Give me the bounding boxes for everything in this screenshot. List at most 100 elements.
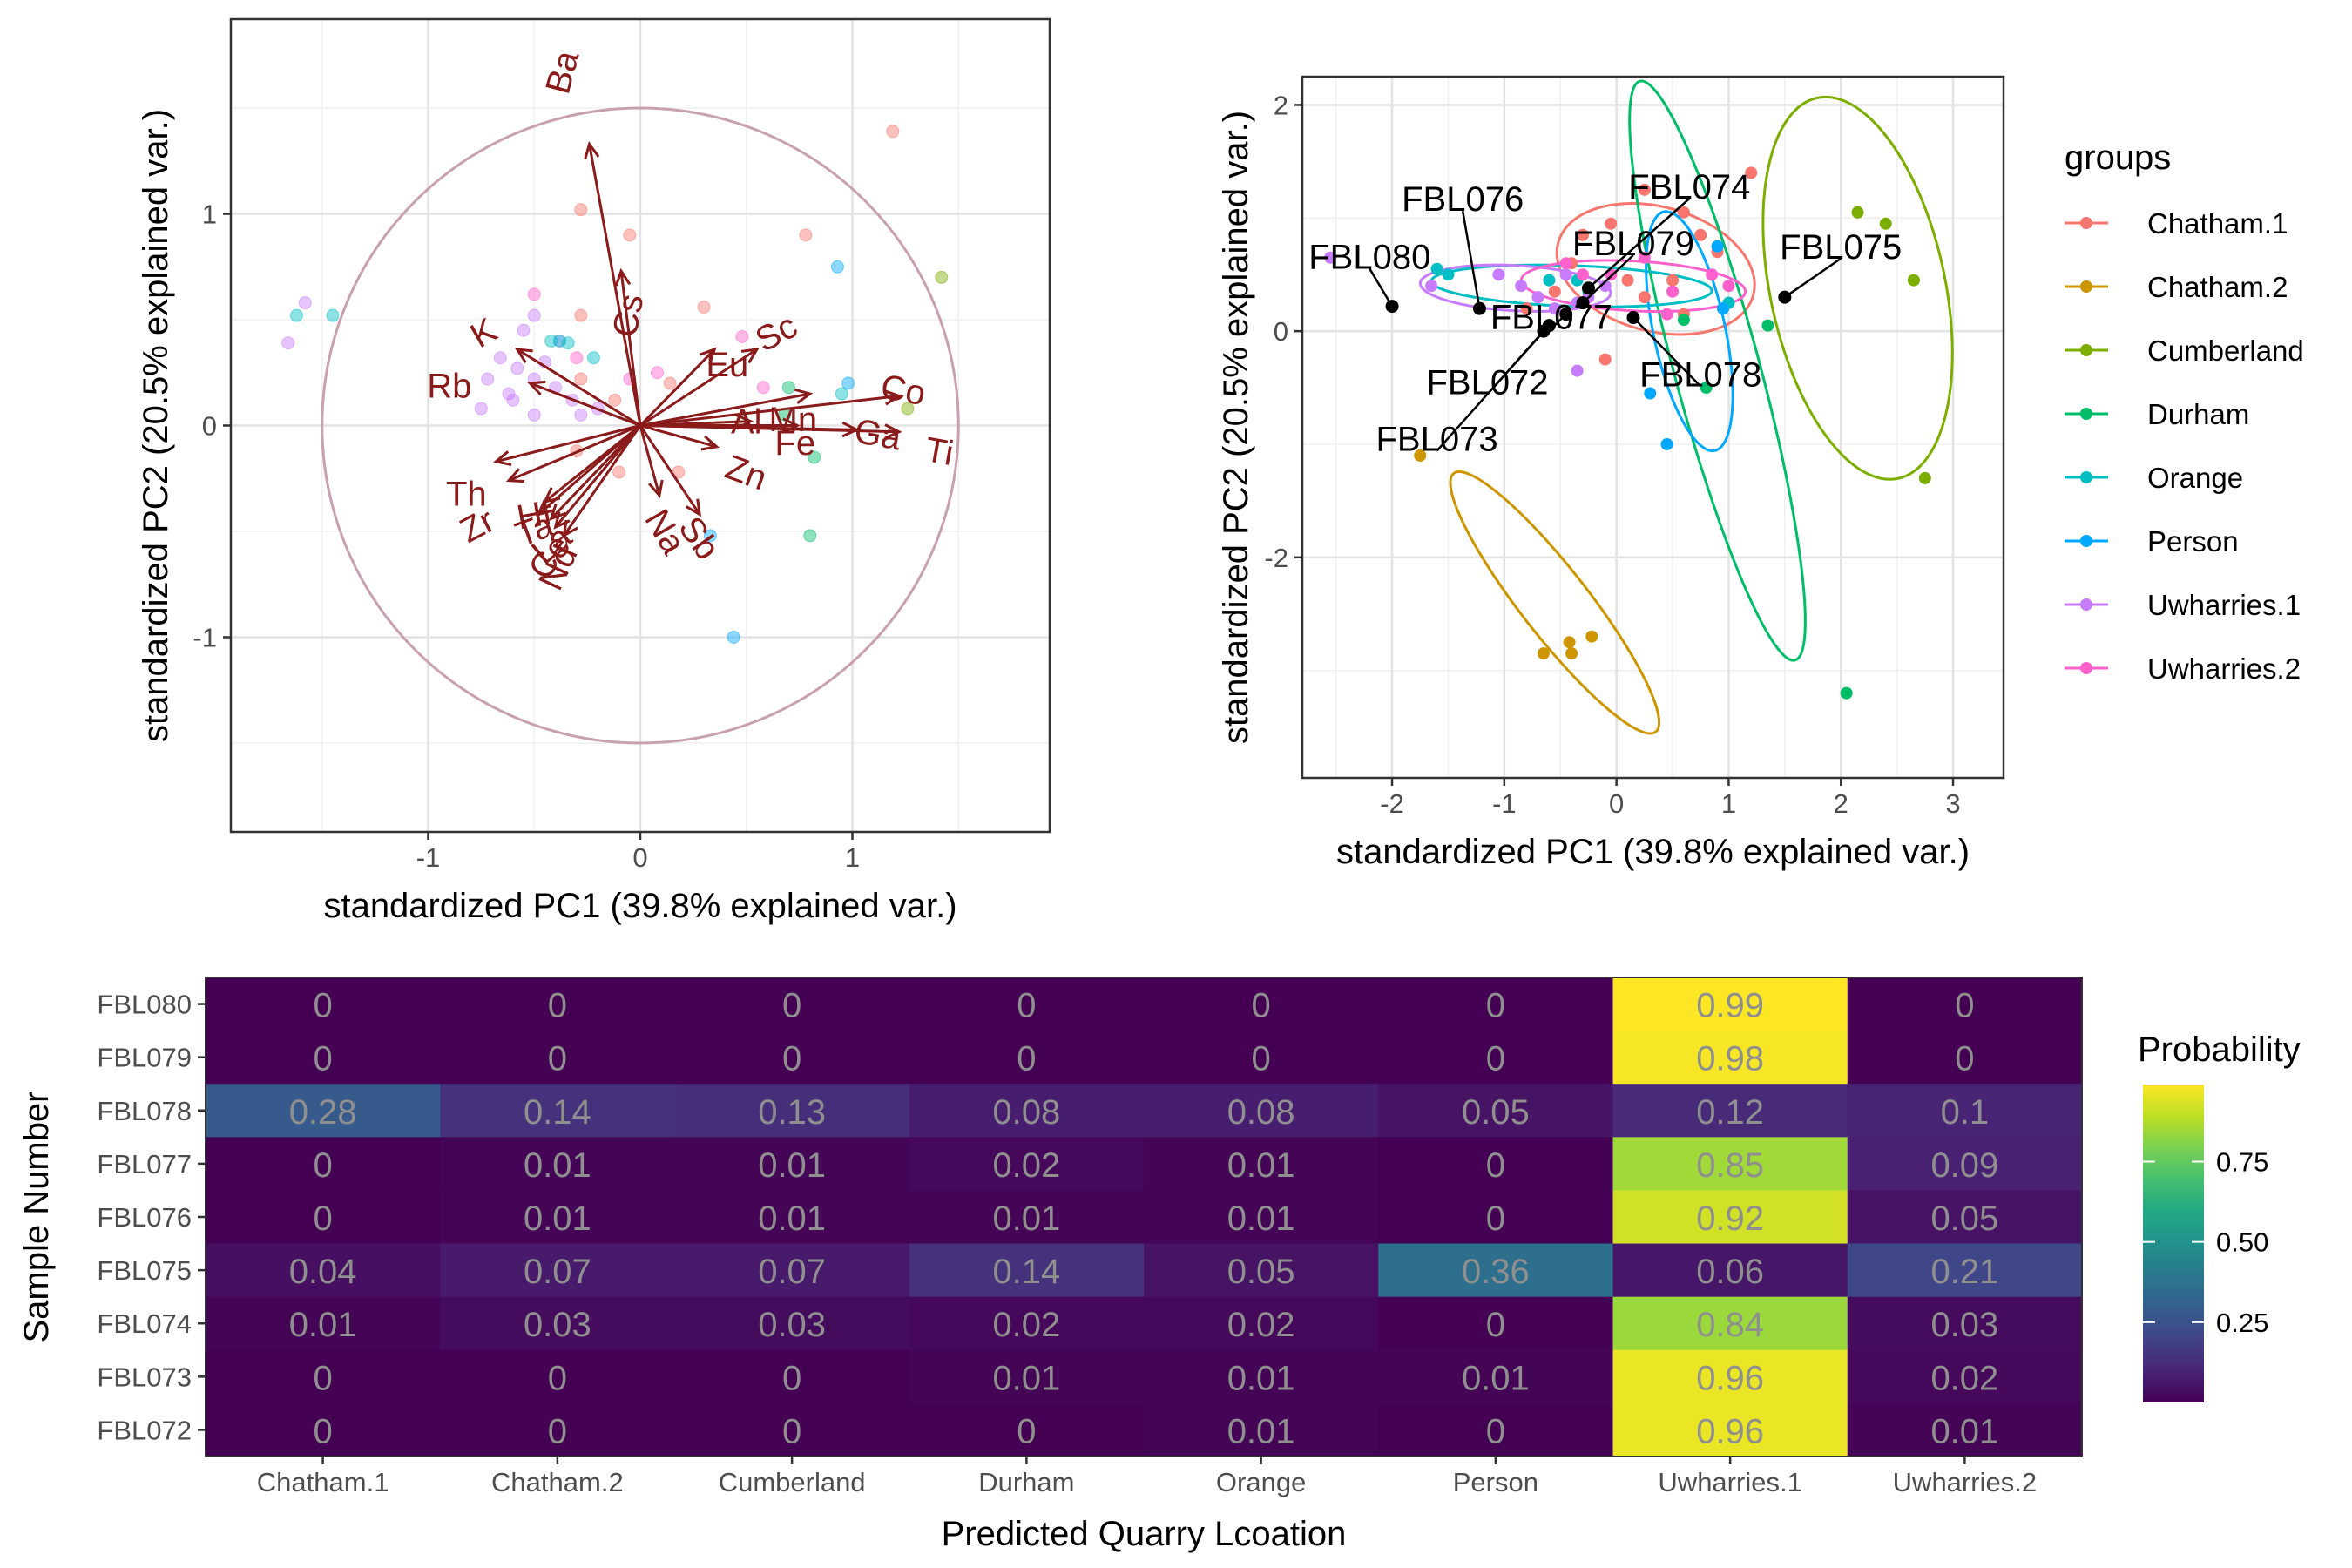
pca-x-tick-label: 0 bbox=[1609, 788, 1624, 819]
heatmap-cell bbox=[1378, 1137, 1613, 1191]
heatmap-cell-label: 0 bbox=[1252, 987, 1271, 1025]
loading-arrowhead bbox=[884, 423, 902, 440]
sample-label: FBL075 bbox=[1780, 228, 1902, 267]
group-point bbox=[1694, 228, 1707, 241]
loading-arrowhead bbox=[647, 479, 664, 499]
heatmap-cell-label: 0 bbox=[782, 1359, 801, 1397]
loading-arrowhead bbox=[505, 468, 525, 483]
group-point bbox=[1660, 437, 1673, 450]
heatmap-row-label: FBL076 bbox=[97, 1202, 192, 1233]
heatmap-cell-label: 0.05 bbox=[1462, 1093, 1530, 1132]
legend-key-point bbox=[2080, 344, 2092, 356]
heatmap-cell bbox=[1612, 1349, 1848, 1404]
heatmap-cell bbox=[674, 977, 910, 1031]
loading-arrowhead bbox=[536, 499, 554, 517]
biplot-point bbox=[326, 308, 340, 322]
heatmap-cell-label: 0.98 bbox=[1696, 1040, 1764, 1078]
biplot-point bbox=[586, 351, 600, 365]
pca-x-tick-label: -2 bbox=[1380, 788, 1404, 819]
group-point bbox=[1324, 251, 1337, 264]
heatmap-cell-label: 0 bbox=[1486, 1306, 1505, 1344]
group-ellipse bbox=[1449, 470, 1661, 735]
group-point bbox=[1492, 268, 1505, 281]
heatmap-cell bbox=[1144, 1296, 1379, 1351]
pca-x-tick-label: 2 bbox=[1834, 788, 1848, 819]
heatmap-cell-label: 0.07 bbox=[524, 1253, 591, 1291]
heatmap-cell bbox=[1144, 1243, 1379, 1298]
group-point bbox=[1918, 471, 1931, 484]
biplot-point bbox=[703, 529, 717, 543]
pca-x-tick-label: -1 bbox=[1492, 788, 1517, 819]
group-point bbox=[1840, 686, 1853, 700]
biplot-x-tick-label: -1 bbox=[416, 842, 441, 873]
heatmap-cell-label: 0 bbox=[782, 987, 801, 1025]
loading-arrow bbox=[639, 425, 661, 497]
heatmap-column-label: Orange bbox=[1216, 1467, 1306, 1497]
heatmap-cell-label: 0.96 bbox=[1696, 1412, 1764, 1450]
colorbar-tick-label: 0.50 bbox=[2216, 1227, 2268, 1258]
biplot-point bbox=[574, 203, 588, 217]
heatmap-cell bbox=[440, 1137, 675, 1191]
sample-label-leader bbox=[1587, 198, 1691, 289]
pca-y-tick-label: -2 bbox=[1264, 543, 1288, 573]
group-point bbox=[1577, 228, 1589, 241]
heatmap-cell bbox=[1378, 1243, 1613, 1298]
heatmap-cell-label: 0.84 bbox=[1696, 1306, 1764, 1344]
heatmap-column-label: Person bbox=[1453, 1467, 1538, 1497]
loading-label: Hf bbox=[514, 493, 556, 537]
group-ellipse bbox=[1418, 263, 1612, 313]
pca-y-axis-label: standardized PC2 (20.5% explained var.) bbox=[1217, 111, 1255, 744]
loading-arrow bbox=[639, 392, 811, 427]
heatmap-column-label: Chatham.2 bbox=[491, 1467, 624, 1497]
group-point bbox=[1442, 268, 1455, 281]
heatmap-row-label: FBL079 bbox=[97, 1043, 192, 1073]
heatmap-cell-label: 0.14 bbox=[992, 1253, 1060, 1291]
loading-arrowhead bbox=[527, 380, 546, 396]
heatmap-cell-label: 0.07 bbox=[758, 1253, 826, 1291]
heatmap-cell-label: 0 bbox=[1017, 1412, 1036, 1450]
group-point bbox=[1425, 280, 1438, 293]
heatmap-cell bbox=[909, 1296, 1145, 1351]
loading-arrowhead bbox=[699, 347, 717, 365]
heatmap-cell bbox=[1847, 1031, 2083, 1085]
heatmap-cell-label: 0 bbox=[1486, 1146, 1505, 1185]
loading-label: Eu bbox=[706, 346, 748, 384]
loading-arrow bbox=[563, 424, 642, 537]
heatmap-cell-label: 0 bbox=[314, 1359, 333, 1397]
biplot-point bbox=[561, 336, 575, 350]
group-point bbox=[1717, 302, 1729, 315]
heatmap-cell-label: 0.01 bbox=[524, 1200, 591, 1238]
heatmap-cell bbox=[1144, 1084, 1379, 1138]
group-point bbox=[1761, 319, 1774, 332]
group-point bbox=[1638, 183, 1651, 196]
heatmap-cell bbox=[1847, 977, 2083, 1031]
heatmap-cell-label: 0 bbox=[548, 1412, 567, 1450]
legend-title: groups bbox=[2065, 139, 2171, 177]
heatmap-cell-label: 0.92 bbox=[1696, 1200, 1764, 1238]
heatmap-cell bbox=[1612, 1137, 1848, 1191]
heatmap-cell-label: 0.01 bbox=[992, 1359, 1060, 1397]
heatmap-cell-label: 0 bbox=[548, 1040, 567, 1078]
group-ellipse bbox=[1761, 95, 1954, 481]
heatmap-column-label: Uwharries.1 bbox=[1658, 1467, 1801, 1497]
heatmap-cell bbox=[1847, 1137, 2083, 1191]
group-point bbox=[1638, 251, 1651, 264]
group-point bbox=[1414, 449, 1427, 462]
heatmap-cell bbox=[1144, 1031, 1379, 1085]
loading-arrow bbox=[496, 424, 641, 463]
biplot-x-tick-label: 1 bbox=[845, 842, 860, 873]
group-point bbox=[1745, 166, 1758, 179]
heatmap-cell bbox=[440, 1402, 675, 1457]
heatmap-cell-label: 0.01 bbox=[1462, 1359, 1530, 1397]
group-point bbox=[1585, 630, 1598, 643]
heatmap-cell bbox=[909, 1402, 1145, 1457]
heatmap-cell bbox=[1612, 1190, 1848, 1245]
loading-arrow bbox=[516, 348, 641, 427]
legend-label: Cumberland bbox=[2147, 335, 2304, 367]
heatmap-cell-label: 0.21 bbox=[1930, 1253, 1998, 1291]
group-point bbox=[1605, 268, 1618, 281]
group-point bbox=[1666, 285, 1680, 298]
biplot-point bbox=[506, 393, 520, 407]
heatmap-cell-label: 0 bbox=[314, 1412, 333, 1450]
